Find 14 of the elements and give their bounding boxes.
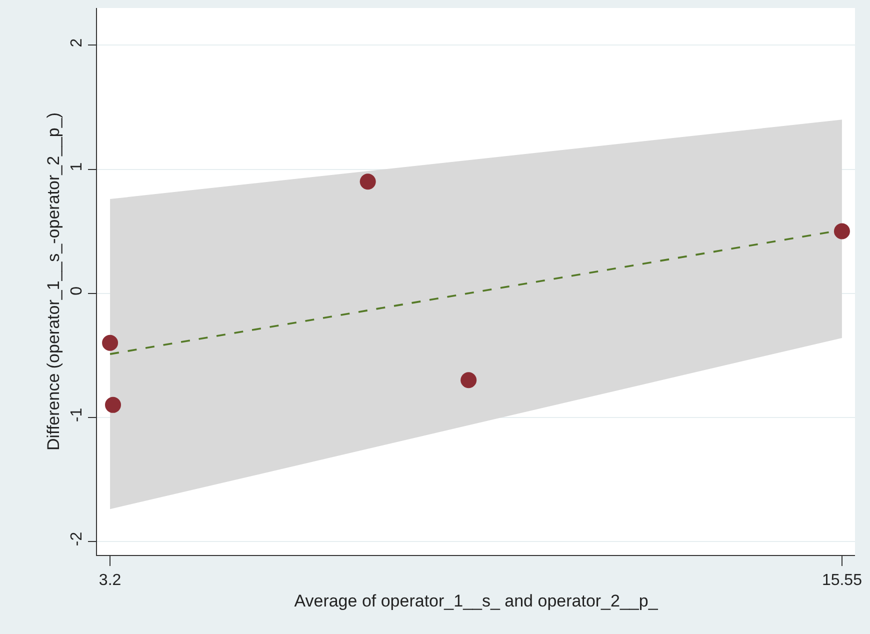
x-tick-label: 15.55 [822,572,862,590]
point [834,223,850,240]
x-tick-label: 3.2 [98,572,122,590]
point [105,396,121,413]
y-tick-label: -1 [68,408,86,422]
y-tick-label: 0 [68,286,86,296]
y-tick-label: 2 [68,38,86,48]
y-tick-label: -2 [68,532,86,546]
point [102,334,118,351]
y-axis-title: Difference (operator_1__s_-operator_2__p_) [44,112,64,451]
point [360,174,376,190]
y-tick-label: 1 [68,162,86,172]
x-axis-title: Average of operator_1__s_ and operator_2__p_ [294,592,658,611]
point [460,372,477,388]
